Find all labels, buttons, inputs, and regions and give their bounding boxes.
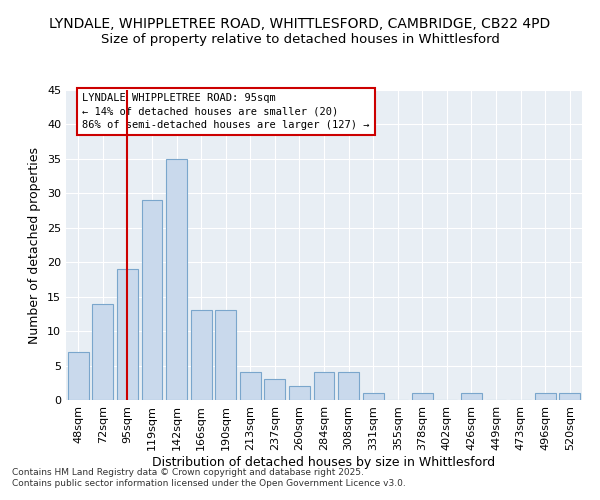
X-axis label: Distribution of detached houses by size in Whittlesford: Distribution of detached houses by size … bbox=[152, 456, 496, 468]
Bar bbox=[240, 372, 261, 400]
Bar bbox=[92, 304, 113, 400]
Bar bbox=[265, 380, 286, 400]
Bar bbox=[559, 393, 580, 400]
Bar bbox=[412, 393, 433, 400]
Text: LYNDALE, WHIPPLETREE ROAD, WHITTLESFORD, CAMBRIDGE, CB22 4PD: LYNDALE, WHIPPLETREE ROAD, WHITTLESFORD,… bbox=[49, 18, 551, 32]
Bar bbox=[289, 386, 310, 400]
Bar bbox=[215, 310, 236, 400]
Bar bbox=[461, 393, 482, 400]
Y-axis label: Number of detached properties: Number of detached properties bbox=[28, 146, 41, 344]
Bar bbox=[314, 372, 334, 400]
Bar bbox=[191, 310, 212, 400]
Bar bbox=[362, 393, 383, 400]
Text: Contains HM Land Registry data © Crown copyright and database right 2025.
Contai: Contains HM Land Registry data © Crown c… bbox=[12, 468, 406, 487]
Bar bbox=[68, 352, 89, 400]
Bar bbox=[117, 269, 138, 400]
Bar bbox=[338, 372, 359, 400]
Bar bbox=[535, 393, 556, 400]
Text: Size of property relative to detached houses in Whittlesford: Size of property relative to detached ho… bbox=[101, 32, 499, 46]
Text: LYNDALE WHIPPLETREE ROAD: 95sqm
← 14% of detached houses are smaller (20)
86% of: LYNDALE WHIPPLETREE ROAD: 95sqm ← 14% of… bbox=[82, 94, 370, 130]
Bar bbox=[166, 159, 187, 400]
Bar bbox=[142, 200, 163, 400]
